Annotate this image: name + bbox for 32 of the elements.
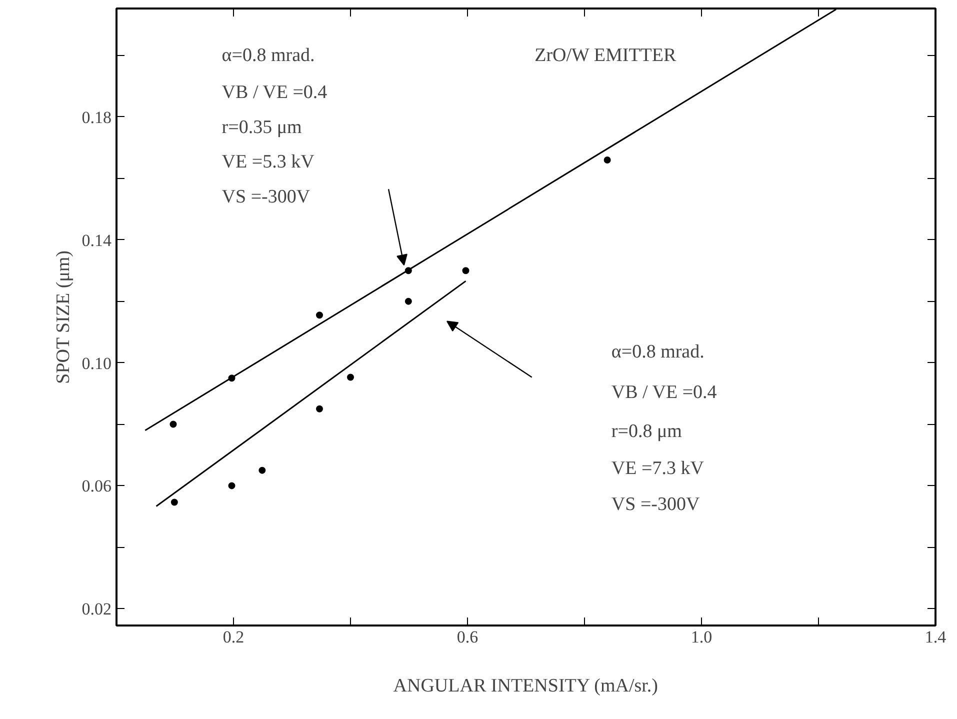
y-tick-label: 0.10 [82, 354, 112, 373]
y-axis-title: SPOT SIZE (μm) [52, 250, 74, 384]
x-tick-label: 1.4 [924, 628, 947, 646]
x-tick-label: 1.0 [690, 628, 712, 646]
annotation: VB / VE =0.4 [222, 82, 328, 103]
annotation: r=0.8 μm [611, 420, 682, 442]
annotation: VE =5.3 kV [222, 151, 315, 172]
text: ZrO/W EMITTER [534, 45, 677, 66]
annotation: VB / VE =0.4 [611, 382, 718, 403]
annotation: VS =-300V [611, 494, 700, 515]
annotation: VS =-300V [222, 186, 310, 208]
point [347, 374, 354, 381]
x-tick-label: 0.6 [456, 628, 478, 646]
annotation: α=0.8 mrad. [222, 45, 315, 66]
annotation: α=0.8 mrad. [611, 342, 704, 363]
point [604, 156, 611, 164]
x-axis-title: ANGULAR INTENSITY (mA/sr.) [393, 676, 658, 696]
y-tick-label: 0.06 [82, 476, 112, 496]
y-tick-label: 0.18 [82, 108, 112, 127]
point [170, 420, 177, 428]
point [228, 482, 236, 490]
x-tick-label: 0.2 [222, 628, 244, 646]
annotation: r=0.35 μm [222, 117, 302, 138]
point [258, 466, 266, 474]
point [462, 267, 470, 274]
annotation: VE =7.3 kV [611, 458, 704, 479]
point [316, 405, 323, 412]
y-tick-label: 0.14 [82, 230, 112, 250]
point [170, 498, 178, 506]
point [316, 312, 323, 319]
y-tick-label: 0.02 [82, 600, 112, 619]
point [404, 298, 412, 305]
